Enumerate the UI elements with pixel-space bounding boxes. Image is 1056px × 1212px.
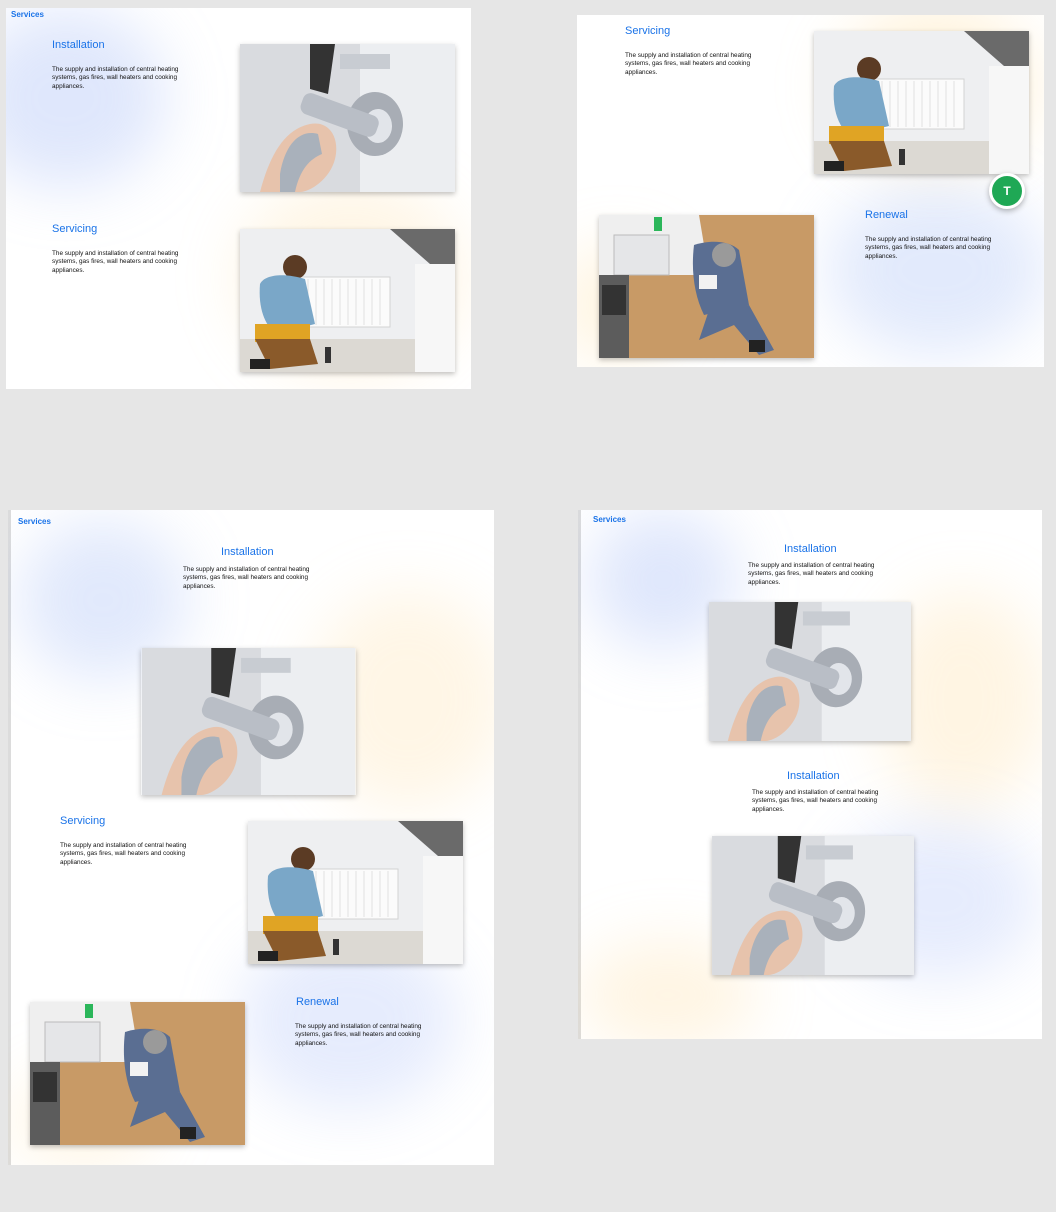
installation-title: Installation — [784, 543, 837, 555]
installation-description: The supply and installation of central h… — [752, 789, 879, 813]
installation-description: The supply and installation of central h… — [748, 562, 875, 586]
servicing-description: The supply and installation of central h… — [52, 250, 179, 274]
background-glow — [827, 185, 1044, 355]
installation-title: Installation — [787, 770, 840, 782]
radiator-photo — [240, 229, 455, 372]
frame-edge — [8, 510, 11, 1165]
renewal-title: Renewal — [865, 209, 908, 221]
servicing-title: Servicing — [60, 815, 106, 827]
services-label: Services — [18, 517, 51, 526]
frame-edge — [578, 510, 581, 1039]
servicing-description: The supply and installation of central h… — [625, 52, 752, 76]
valve-photo — [240, 44, 455, 192]
servicing-title: Servicing — [625, 25, 671, 37]
renewal-description: The supply and installation of central h… — [865, 236, 992, 260]
frame-4: Services Installation The supply and ins… — [578, 510, 1042, 1039]
valve-photo — [709, 602, 911, 741]
valve-photo — [141, 648, 356, 795]
renewal-description: The supply and installation of central h… — [295, 1023, 422, 1047]
frame-1: Services Installation The supply and ins… — [6, 8, 471, 389]
renewal-title: Renewal — [296, 996, 339, 1008]
installation-title: Installation — [221, 546, 274, 558]
services-label: Services — [593, 515, 626, 524]
servicing-title: Servicing — [52, 223, 98, 235]
services-label: Services — [11, 10, 44, 19]
frame-2: Servicing The supply and installation of… — [577, 15, 1044, 367]
installation-description: The supply and installation of central h… — [183, 566, 310, 590]
installation-title: Installation — [52, 39, 105, 51]
servicing-description: The supply and installation of central h… — [60, 842, 187, 866]
frame-3: Services Installation The supply and ins… — [8, 510, 494, 1165]
radiator-photo — [814, 31, 1029, 174]
user-avatar-button[interactable]: T — [989, 173, 1025, 209]
radiator-photo — [248, 821, 463, 964]
background-glow — [6, 8, 166, 188]
renewal-photo — [30, 1002, 245, 1145]
installation-description: The supply and installation of central h… — [52, 66, 179, 90]
valve-photo — [712, 836, 914, 975]
renewal-photo — [599, 215, 814, 358]
